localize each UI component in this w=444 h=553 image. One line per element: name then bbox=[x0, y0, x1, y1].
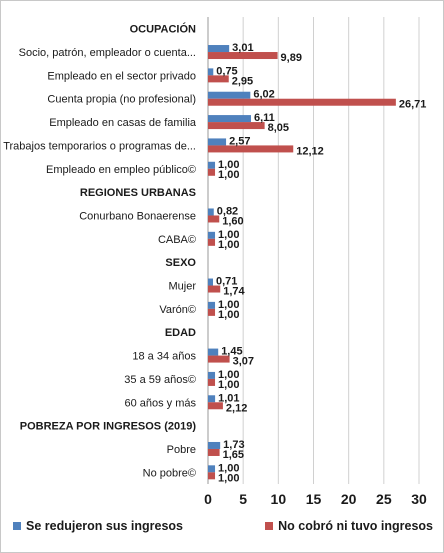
data-label-series-2: 9,89 bbox=[281, 52, 302, 64]
bar-series-1 bbox=[208, 465, 216, 473]
bar-series-1 bbox=[208, 395, 216, 403]
data-label-series-1: 1,73 bbox=[223, 439, 244, 451]
data-label-series-2: 1,00 bbox=[218, 379, 239, 391]
data-label-series-1: 0,75 bbox=[216, 65, 237, 77]
bar-series-1 bbox=[208, 231, 216, 239]
legend-swatch-blue bbox=[13, 522, 21, 530]
section-header: REGIONES URBANAS bbox=[80, 187, 196, 199]
data-label-series-2: 12,12 bbox=[296, 145, 324, 157]
bar-series-2 bbox=[208, 98, 396, 106]
bar-series-1 bbox=[208, 348, 219, 356]
data-label-series-2: 1,00 bbox=[218, 309, 239, 321]
bar-series-1 bbox=[208, 138, 227, 146]
category-label: 60 años y más bbox=[124, 397, 196, 409]
bar-series-2 bbox=[208, 402, 223, 410]
section-header: EDAD bbox=[165, 327, 196, 339]
bar-series-2 bbox=[208, 168, 216, 176]
data-label-series-2: 1,74 bbox=[223, 286, 245, 298]
category-label: Empleado en casas de familia bbox=[49, 117, 197, 129]
data-label-series-2: 1,00 bbox=[218, 472, 239, 484]
data-label-series-2: 3,07 bbox=[233, 356, 254, 368]
category-label: Socio, patrón, empleador o cuenta... bbox=[19, 47, 196, 59]
category-label: Empleado en el sector privado bbox=[47, 70, 196, 82]
data-label-series-1: 3,01 bbox=[232, 42, 253, 54]
data-label-series-2: 1,60 bbox=[222, 215, 243, 227]
category-label: Pobre bbox=[167, 444, 196, 456]
bar-series-2 bbox=[208, 238, 216, 246]
category-label: CABA© bbox=[158, 234, 196, 246]
data-label-series-1: 6,02 bbox=[253, 89, 274, 101]
section-header: OCUPACIÓN bbox=[130, 23, 196, 36]
category-label: Mujer bbox=[168, 281, 196, 293]
bar-chart: 0 5 10 15 20 25 30 OCUPACIÓN Socio, patrón, empl… bbox=[3, 17, 427, 507]
bar-series-1 bbox=[208, 91, 251, 99]
legend-item-series-2: No cobró ni tuvo ingresos bbox=[265, 519, 433, 533]
data-label-series-1: 1,00 bbox=[218, 159, 239, 171]
data-label-series-1: 1,45 bbox=[221, 346, 242, 358]
x-tick-label: 5 bbox=[239, 491, 247, 507]
bar-series-2 bbox=[208, 52, 278, 60]
bar-series-2 bbox=[208, 285, 221, 293]
bar-series-2 bbox=[208, 448, 220, 456]
data-label-series-1: 2,57 bbox=[229, 135, 250, 147]
data-label-series-1: 0,82 bbox=[217, 205, 238, 217]
bar-series-2 bbox=[208, 122, 265, 130]
category-label: 35 a 59 años© bbox=[124, 374, 196, 386]
section-header: SEXO bbox=[165, 257, 196, 269]
bar-series-2 bbox=[208, 355, 230, 363]
x-tick-label: 0 bbox=[204, 491, 212, 507]
bar-series-1 bbox=[208, 208, 214, 216]
data-label-series-2: 8,05 bbox=[268, 122, 289, 134]
legend-swatch-red bbox=[265, 522, 274, 530]
bar-series-1 bbox=[208, 45, 230, 53]
bar-series-2 bbox=[208, 308, 216, 316]
bar-series-2 bbox=[208, 75, 229, 83]
category-label: Empleado en empleo público© bbox=[46, 164, 196, 176]
data-label-series-1: 1,00 bbox=[218, 462, 239, 474]
x-tick-label: 30 bbox=[411, 491, 427, 507]
legend-item-series-1: Se redujeron sus ingresos bbox=[13, 519, 183, 533]
data-label-series-2: 2,95 bbox=[232, 75, 253, 87]
bar-series-2 bbox=[208, 378, 216, 386]
bar-series-1 bbox=[208, 115, 251, 123]
bar-series-1 bbox=[208, 301, 216, 309]
bar-series-1 bbox=[208, 68, 214, 76]
data-label-series-1: 1,00 bbox=[218, 299, 239, 311]
category-label: Cuenta propia (no profesional) bbox=[47, 94, 196, 106]
bar-series-2 bbox=[208, 145, 294, 153]
data-label-series-1: 6,11 bbox=[254, 112, 275, 124]
x-tick-label: 10 bbox=[271, 491, 287, 507]
data-label-series-1: 1,01 bbox=[218, 392, 239, 404]
data-label-series-2: 2,12 bbox=[226, 402, 247, 414]
category-label: Varón© bbox=[159, 304, 196, 316]
section-header: POBREZA POR INGRESOS (2019) bbox=[20, 421, 197, 433]
bar-series-1 bbox=[208, 441, 221, 449]
x-tick-label: 25 bbox=[376, 491, 392, 507]
data-label-series-2: 26,71 bbox=[399, 99, 427, 111]
category-label: Trabajos temporarios o programas de... bbox=[3, 140, 196, 152]
bar-series-2 bbox=[208, 215, 220, 223]
category-label: 18 a 34 años bbox=[132, 351, 196, 363]
x-tick-label: 20 bbox=[341, 491, 357, 507]
category-label: Conurbano Bonaerense bbox=[79, 210, 196, 222]
legend-label-series-2: No cobró ni tuvo ingresos bbox=[278, 519, 433, 533]
data-label-series-1: 1,00 bbox=[218, 229, 239, 241]
bar-series-2 bbox=[208, 472, 216, 480]
legend-label-series-1: Se redujeron sus ingresos bbox=[26, 519, 183, 533]
data-label-series-2: 1,00 bbox=[218, 239, 239, 251]
data-label-series-2: 1,00 bbox=[218, 169, 239, 181]
data-label-series-2: 1,65 bbox=[223, 449, 244, 461]
bar-series-1 bbox=[208, 371, 216, 379]
legend: Se redujeron sus ingresos No cobró ni tu… bbox=[13, 519, 433, 533]
data-label-series-1: 0,71 bbox=[216, 276, 237, 288]
category-label: No pobre© bbox=[143, 467, 196, 479]
x-tick-label: 15 bbox=[306, 491, 322, 507]
bar-series-1 bbox=[208, 161, 216, 169]
bar-series-1 bbox=[208, 278, 213, 286]
data-label-series-1: 1,00 bbox=[218, 369, 239, 381]
